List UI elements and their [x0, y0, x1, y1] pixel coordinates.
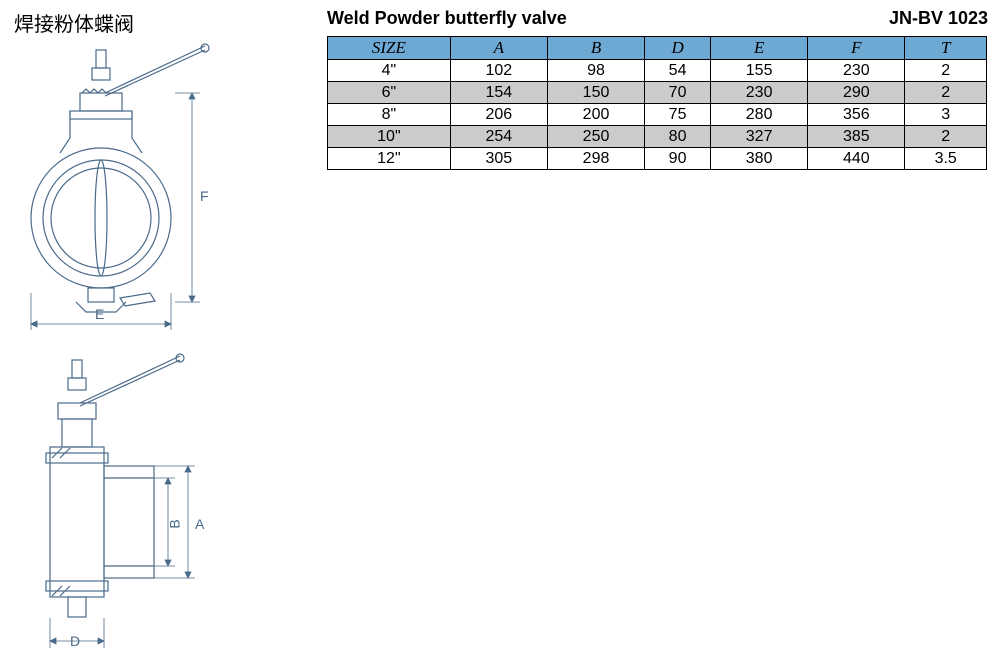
col-b: B [547, 37, 644, 60]
title-chinese: 焊接粉体蝶阀 [14, 8, 134, 37]
valve-front-view-icon [10, 38, 230, 338]
col-f: F [808, 37, 905, 60]
title-english: Weld Powder butterfly valve [327, 8, 567, 29]
table-row: 4"10298541552302 [328, 60, 987, 82]
col-t: T [905, 37, 987, 60]
col-size: SIZE [328, 37, 451, 60]
dim-label-a: A [195, 516, 204, 532]
table-header-row: SIZE A B D E F T [328, 37, 987, 60]
table-row: 12"305298903804403.5 [328, 148, 987, 170]
table-row: 10"254250803273852 [328, 126, 987, 148]
technical-drawings: F E [10, 38, 310, 658]
spec-table: SIZE A B D E F T 4"10298541552302 6"1541… [327, 36, 987, 170]
dim-label-b: B [167, 519, 183, 528]
dim-label-e: E [95, 306, 104, 322]
dim-label-f: F [200, 188, 209, 204]
col-d: D [645, 37, 711, 60]
table-row: 6"154150702302902 [328, 82, 987, 104]
table-body: 4"10298541552302 6"154150702302902 8"206… [328, 60, 987, 170]
valve-side-view-icon [10, 348, 230, 658]
model-number: JN-BV 1023 [889, 8, 988, 29]
col-a: A [450, 37, 547, 60]
dim-label-d: D [70, 633, 80, 649]
col-e: E [711, 37, 808, 60]
table-row: 8"206200752803563 [328, 104, 987, 126]
